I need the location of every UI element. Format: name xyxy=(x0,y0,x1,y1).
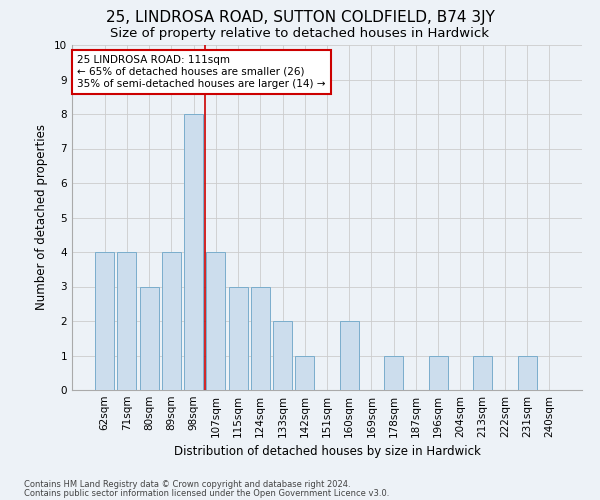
Bar xyxy=(273,321,292,390)
Bar xyxy=(295,356,314,390)
Text: Size of property relative to detached houses in Hardwick: Size of property relative to detached ho… xyxy=(110,28,490,40)
Bar xyxy=(518,356,536,390)
Bar xyxy=(251,286,270,390)
Bar xyxy=(229,286,248,390)
Bar xyxy=(429,356,448,390)
Text: Contains public sector information licensed under the Open Government Licence v3: Contains public sector information licen… xyxy=(24,489,389,498)
Bar xyxy=(162,252,181,390)
Bar xyxy=(206,252,225,390)
Bar xyxy=(184,114,203,390)
Bar xyxy=(340,321,359,390)
X-axis label: Distribution of detached houses by size in Hardwick: Distribution of detached houses by size … xyxy=(173,446,481,458)
Text: Contains HM Land Registry data © Crown copyright and database right 2024.: Contains HM Land Registry data © Crown c… xyxy=(24,480,350,489)
Bar xyxy=(140,286,158,390)
Bar xyxy=(473,356,492,390)
Bar xyxy=(95,252,114,390)
Text: 25 LINDROSA ROAD: 111sqm
← 65% of detached houses are smaller (26)
35% of semi-d: 25 LINDROSA ROAD: 111sqm ← 65% of detach… xyxy=(77,56,326,88)
Bar xyxy=(384,356,403,390)
Y-axis label: Number of detached properties: Number of detached properties xyxy=(35,124,49,310)
Bar xyxy=(118,252,136,390)
Text: 25, LINDROSA ROAD, SUTTON COLDFIELD, B74 3JY: 25, LINDROSA ROAD, SUTTON COLDFIELD, B74… xyxy=(106,10,494,25)
